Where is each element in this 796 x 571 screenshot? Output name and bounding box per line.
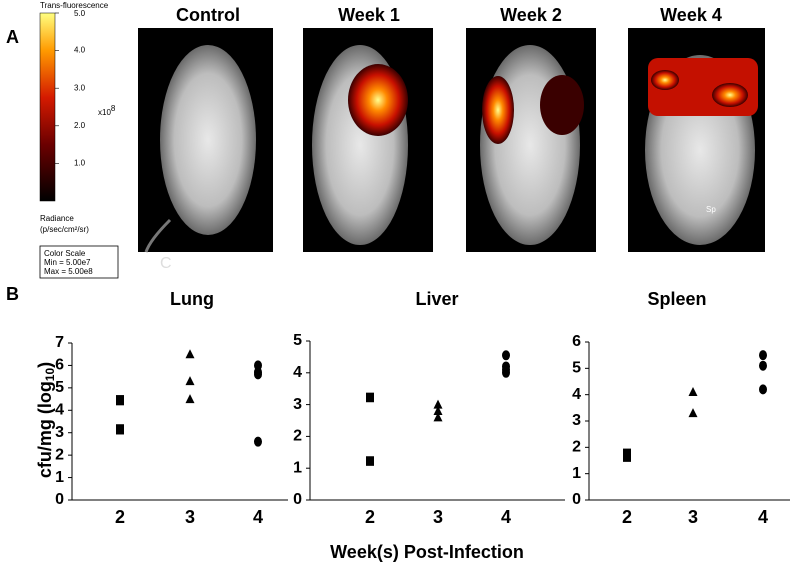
y-tick-label: 2 [572,439,581,456]
y-tick-label: 5 [55,379,64,396]
x-tick-label: 3 [688,507,698,527]
color-tick-label: 4.0 [74,46,86,55]
y-tick-label: 1 [55,469,64,486]
multiplier-base: x10 [98,108,111,117]
x-tick-label: 3 [185,507,195,527]
y-axis-label: cfu/mg (log10) [35,362,57,478]
color-scale-title: Trans-fluorescence [40,1,109,10]
y-tick-label: 6 [572,333,581,350]
point [366,457,374,466]
y-label-part: ) [35,362,55,368]
color-tick-label: 2.0 [74,121,86,130]
x-tick-label: 2 [365,507,375,527]
point [433,412,443,422]
y-tick-label: 1 [572,465,581,482]
color-bar [39,12,56,202]
x-tick-label: 2 [622,507,632,527]
y-tick-label: 0 [572,491,581,508]
signal [482,76,514,144]
point [502,367,510,378]
y-tick-label: 7 [55,334,64,351]
multiplier: x108 [98,104,116,117]
point [502,350,510,361]
x-tick-label: 3 [433,507,443,527]
color-tick-label: 5.0 [74,9,86,18]
x-tick-label: 4 [501,507,511,527]
point [254,369,262,380]
unit: Radiance [40,214,74,223]
x-tick-label: 2 [115,507,125,527]
panel-label: B [6,284,19,304]
signal [712,83,748,107]
point [688,387,698,397]
image-title: Week 4 [660,5,722,25]
y-tick-label: 4 [293,364,302,381]
point [759,360,767,371]
y-tick-label: 2 [55,446,64,463]
point [433,405,443,415]
point [433,399,443,409]
y-label-sub: 10 [43,368,57,382]
point [759,384,767,395]
y-tick-label: 0 [293,491,302,508]
chart-title: Lung [170,289,214,309]
box-text: Max = 5.00e8 [44,267,93,276]
image-text: Sp [706,205,716,214]
point [623,453,631,462]
y-tick-label: 4 [55,402,64,419]
point [254,436,262,447]
unit: (p/sec/cm²/sr) [40,225,89,234]
x-axis-label: Week(s) Post-Infection [330,542,524,562]
mouse [160,45,256,235]
y-tick-label: 6 [55,357,64,374]
y-tick-label: 0 [55,491,64,508]
point [366,394,374,403]
mouse [480,45,580,245]
x-tick-label: 4 [253,507,263,527]
point [116,397,124,406]
y-label-part: cfu/mg (log [35,381,55,478]
images: Sp C [138,28,765,272]
signal [651,70,679,90]
point [185,376,195,386]
color-tick-label: 1.0 [74,159,86,168]
image-title: Week 2 [500,5,562,25]
y-tick-label: 1 [293,459,302,476]
box-text: Color Scale [44,249,86,258]
point [185,394,195,404]
y-tick-label: 3 [572,412,581,429]
color-tick-label: 3.0 [74,83,86,92]
y-tick-label: 5 [293,332,302,349]
image-title: Week 1 [338,5,400,25]
x-tick-label: 4 [758,507,768,527]
panel-label: A [6,27,19,47]
chart-title: Liver [415,289,458,309]
color-scale-box [39,245,119,279]
multiplier-exp: 8 [111,104,116,113]
image-title: Control [176,5,240,25]
y-tick-label: 3 [55,424,64,441]
y-tick-label: 3 [293,396,302,413]
point [688,408,698,418]
y-tick-label: 2 [293,428,302,445]
box-text: Min = 5.00e7 [44,258,91,267]
signal [348,64,408,136]
point [116,426,124,435]
image-text: C [160,255,172,272]
signal [540,75,584,135]
y-tick-label: 4 [572,386,581,403]
y-tick-label: 5 [572,360,581,377]
point [759,350,767,361]
point [185,349,195,359]
chart-title: Spleen [647,289,706,309]
